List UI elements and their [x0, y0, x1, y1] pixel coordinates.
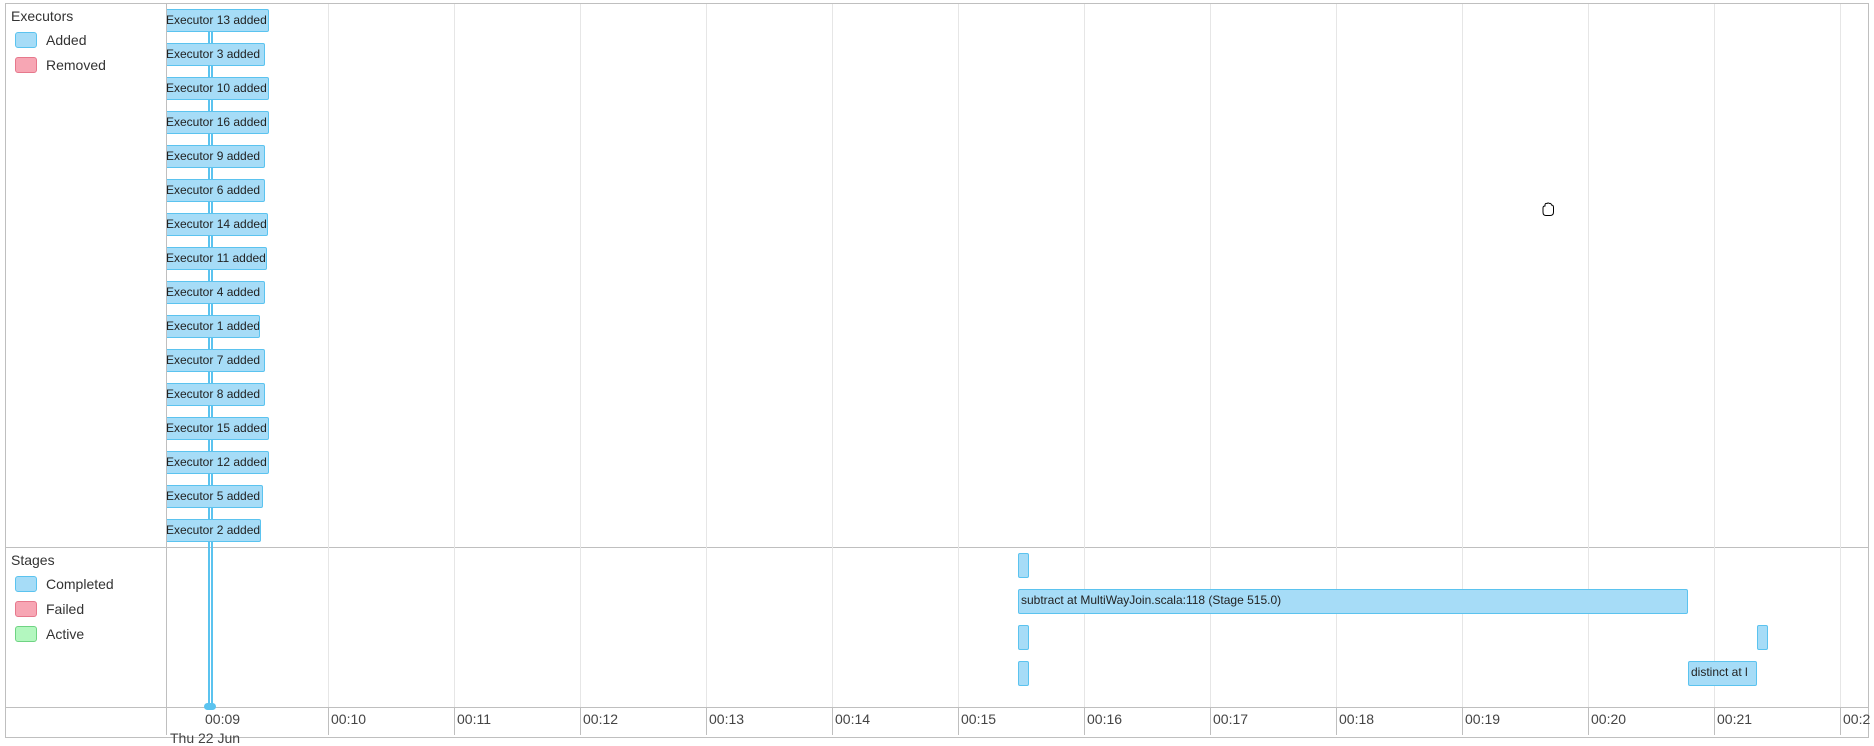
legend-removed-swatch [15, 57, 37, 73]
legend-active-swatch [15, 626, 37, 642]
gridline [1840, 4, 1841, 707]
executor-event[interactable]: Executor 11 added [167, 247, 267, 270]
axis-tick-label: 00:11 [457, 711, 491, 727]
stage-bar[interactable]: subtract at MultiWayJoin.scala:118 (Stag… [1018, 589, 1688, 614]
axis-major-tick [580, 707, 581, 735]
gridline [1336, 4, 1337, 707]
executor-event[interactable]: Executor 4 added [167, 281, 265, 304]
gridline [1210, 4, 1211, 707]
axis-tick-label: 00:10 [331, 711, 367, 727]
axis-major-tick [1588, 707, 1589, 735]
executor-event[interactable]: Executor 13 added [167, 9, 269, 32]
axis-date-label: Thu 22 Jun [170, 730, 241, 746]
axis-major-tick [1840, 707, 1841, 735]
axis-major-tick [454, 707, 455, 735]
label-column-divider [166, 3, 167, 735]
executor-event[interactable]: Executor 9 added [167, 145, 265, 168]
legend-failed-swatch [15, 601, 37, 617]
axis-tick-label: 00:16 [1087, 711, 1123, 727]
legend-completed-label: Completed [46, 576, 114, 592]
axis-tick-label: 00:12 [583, 711, 619, 727]
axis-major-tick [958, 707, 959, 735]
executor-event[interactable]: Executor 16 added [167, 111, 269, 134]
executor-event[interactable]: Executor 12 added [167, 451, 269, 474]
executor-event[interactable]: Executor 5 added [167, 485, 263, 508]
stage-bar[interactable]: distinct at l [1688, 661, 1757, 686]
executor-event[interactable]: Executor 8 added [167, 383, 265, 406]
axis-major-tick [328, 707, 329, 735]
gridline [832, 4, 833, 707]
stage-bar[interactable] [1757, 625, 1768, 650]
gridline [706, 4, 707, 707]
executor-event[interactable]: Executor 15 added [167, 417, 269, 440]
axis-major-tick [1210, 707, 1211, 735]
legend-added-label: Added [46, 32, 87, 48]
gridline [454, 4, 455, 707]
axis-tick-label: 00:17 [1213, 711, 1249, 727]
axis-tick-label: 00:20 [1591, 711, 1627, 727]
executors-title: Executors [11, 8, 74, 24]
group-divider [5, 547, 1869, 548]
axis-tick-label: 00:15 [961, 711, 997, 727]
legend-active-label: Active [46, 626, 85, 642]
axis-tick-label: 00:14 [835, 711, 871, 727]
legend-failed-label: Failed [46, 601, 85, 617]
axis-tick-label: 00:18 [1339, 711, 1375, 727]
stages-title: Stages [11, 552, 55, 568]
gridline [1588, 4, 1589, 707]
axis-major-tick [1462, 707, 1463, 735]
gridline [958, 4, 959, 707]
axis-tick-label: 00:09 [205, 711, 241, 727]
legend-completed-swatch [15, 576, 37, 592]
stage-bar[interactable] [1018, 553, 1029, 578]
stage-bar[interactable] [1018, 661, 1029, 686]
gridline [328, 4, 329, 707]
gridline [580, 4, 581, 707]
axis-divider [5, 707, 1869, 708]
axis-tick-label: 00:2 [1843, 711, 1871, 727]
legend-added-swatch [15, 32, 37, 48]
executor-event[interactable]: Executor 10 added [167, 77, 269, 100]
axis-major-tick [832, 707, 833, 735]
grab-cursor-icon [1540, 202, 1556, 217]
axis-tick-label: 00:13 [709, 711, 745, 727]
axis-major-tick [1084, 707, 1085, 735]
executor-event[interactable]: Executor 7 added [167, 349, 265, 372]
axis-tick-label: 00:21 [1717, 711, 1753, 727]
executor-event[interactable]: Executor 6 added [167, 179, 265, 202]
executor-event[interactable]: Executor 3 added [167, 43, 265, 66]
stage-bar[interactable] [1018, 625, 1029, 650]
executor-event[interactable]: Executor 1 added [167, 315, 260, 338]
executor-event[interactable]: Executor 2 added [167, 519, 261, 542]
axis-major-tick [706, 707, 707, 735]
legend-removed-label: Removed [46, 57, 106, 73]
axis-major-tick [1336, 707, 1337, 735]
executors-event-area: Executor 13 added Executor 3 added Execu… [167, 3, 1867, 547]
gridline [1714, 4, 1715, 707]
job-marker-dot[interactable] [204, 703, 216, 710]
axis-tick-label: 00:19 [1465, 711, 1501, 727]
gridline [1462, 4, 1463, 707]
executor-event[interactable]: Executor 14 added [167, 213, 268, 236]
gridline [1084, 4, 1085, 707]
axis-major-tick [1714, 707, 1715, 735]
